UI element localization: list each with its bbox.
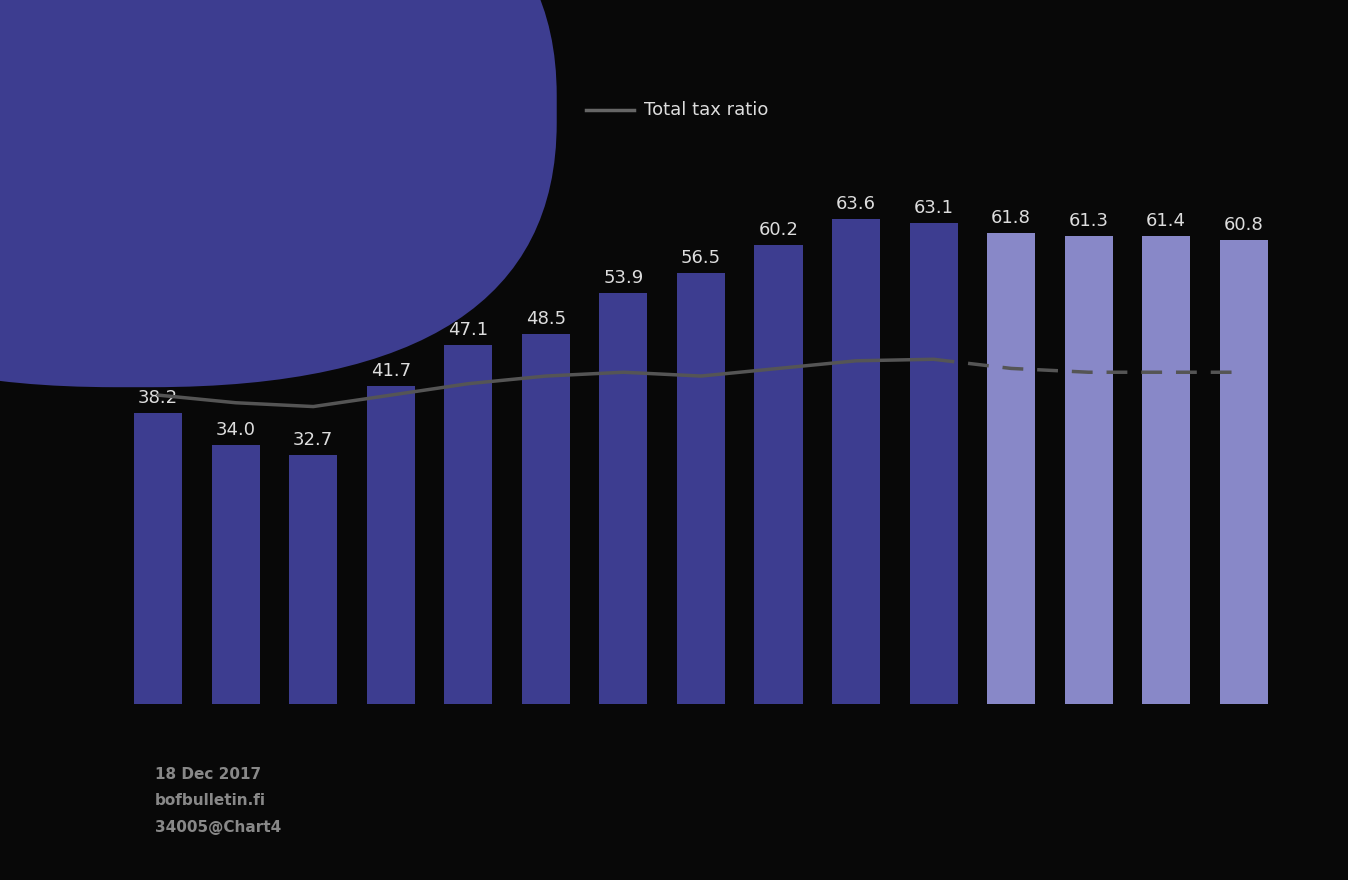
Text: 47.1: 47.1 xyxy=(449,320,488,339)
Bar xyxy=(135,413,182,704)
Bar xyxy=(367,386,415,704)
Bar xyxy=(600,293,647,704)
Text: 48.5: 48.5 xyxy=(526,310,566,328)
Text: 63.1: 63.1 xyxy=(914,199,953,216)
Bar xyxy=(522,334,570,704)
Text: 61.8: 61.8 xyxy=(991,209,1031,226)
Text: Total tax ratio: Total tax ratio xyxy=(644,101,768,119)
Text: 34005@Chart4: 34005@Chart4 xyxy=(155,819,282,834)
Bar xyxy=(755,245,802,704)
Bar xyxy=(212,444,260,704)
Text: 61.3: 61.3 xyxy=(1069,212,1108,231)
Bar xyxy=(1220,240,1267,704)
Text: 32.7: 32.7 xyxy=(293,430,333,449)
Bar xyxy=(832,219,880,704)
Bar xyxy=(1065,237,1112,704)
Bar xyxy=(445,345,492,704)
Text: 63.6: 63.6 xyxy=(836,194,876,213)
Bar xyxy=(677,273,725,704)
Text: 61.4: 61.4 xyxy=(1146,211,1186,230)
Text: 34.0: 34.0 xyxy=(216,421,256,438)
Text: 38.2: 38.2 xyxy=(139,389,178,407)
Bar xyxy=(290,455,337,704)
Text: 56.5: 56.5 xyxy=(681,249,721,267)
Text: 60.2: 60.2 xyxy=(759,221,798,238)
Text: bofbulletin.fi: bofbulletin.fi xyxy=(155,793,266,808)
Text: Public debt (% of GDP): Public debt (% of GDP) xyxy=(162,101,367,119)
Text: 60.8: 60.8 xyxy=(1224,216,1263,234)
Text: 18 Dec 2017: 18 Dec 2017 xyxy=(155,766,262,781)
Text: 53.9: 53.9 xyxy=(604,268,643,287)
Bar xyxy=(1142,236,1190,704)
Bar xyxy=(987,232,1035,704)
Text: 41.7: 41.7 xyxy=(371,362,411,380)
Bar xyxy=(910,223,957,704)
